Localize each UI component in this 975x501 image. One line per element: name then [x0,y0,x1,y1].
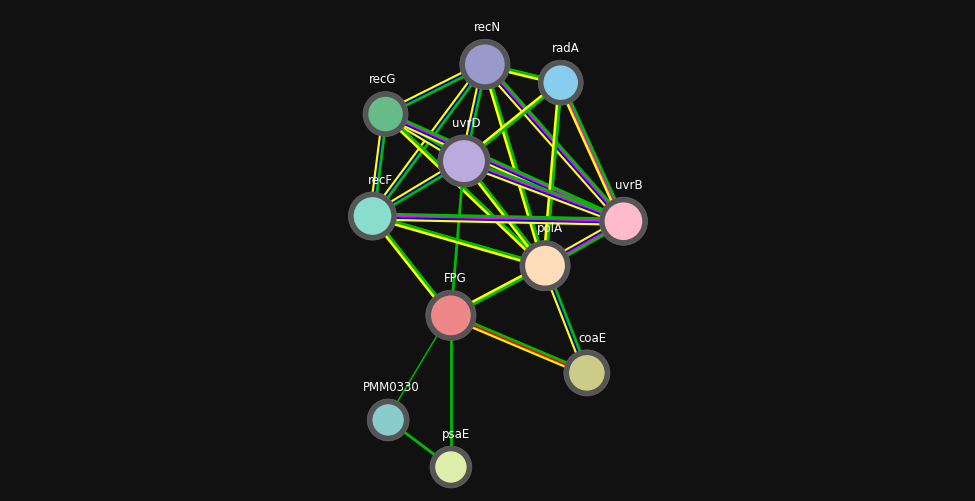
Text: FPG: FPG [444,272,466,285]
Text: recG: recG [370,73,397,86]
Text: psaE: psaE [442,427,470,440]
Circle shape [520,241,570,291]
Circle shape [368,399,410,441]
Circle shape [569,355,604,391]
Circle shape [354,198,391,235]
Text: PMM0330: PMM0330 [363,380,419,393]
Circle shape [443,141,485,183]
Text: recF: recF [368,173,393,186]
Circle shape [543,66,578,101]
Circle shape [604,203,643,240]
Circle shape [600,198,647,246]
Circle shape [460,40,510,90]
Circle shape [431,296,471,336]
Circle shape [435,451,467,483]
Text: radA: radA [552,42,580,55]
Circle shape [465,46,505,85]
Text: uvrD: uvrD [452,116,481,129]
Text: polA: polA [537,222,564,235]
Circle shape [430,446,472,488]
Text: recN: recN [474,21,501,34]
Circle shape [426,291,476,341]
Circle shape [526,246,565,286]
Circle shape [348,192,397,240]
Circle shape [369,98,403,132]
Text: coaE: coaE [578,331,606,344]
Circle shape [363,92,408,137]
Circle shape [538,61,583,106]
Circle shape [438,136,490,188]
Circle shape [372,404,404,436]
Circle shape [564,350,610,396]
Text: uvrB: uvrB [615,178,643,191]
